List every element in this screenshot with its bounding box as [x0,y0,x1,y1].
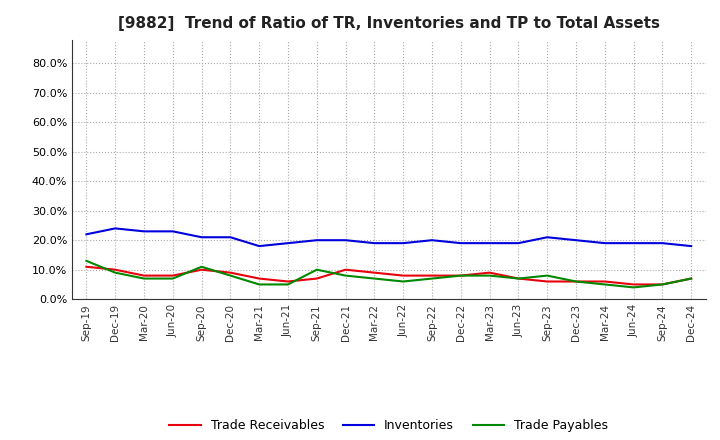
Inventories [687,243,696,249]
Trade Receivables [168,273,177,278]
Inventories [197,235,206,240]
Trade Payables [255,282,264,287]
Trade Payables [572,279,580,284]
Trade Payables [284,282,292,287]
Trade Payables [140,276,148,281]
Trade Receivables [456,273,465,278]
Inventories [284,241,292,246]
Trade Receivables [428,273,436,278]
Trade Receivables [341,267,350,272]
Trade Receivables [629,282,638,287]
Trade Receivables [111,267,120,272]
Trade Receivables [140,273,148,278]
Trade Receivables [255,276,264,281]
Inventories [168,229,177,234]
Trade Payables [485,273,494,278]
Inventories [312,238,321,243]
Trade Payables [399,279,408,284]
Trade Payables [687,276,696,281]
Trade Receivables [82,264,91,269]
Trade Payables [312,267,321,272]
Inventories [226,235,235,240]
Inventories [255,243,264,249]
Trade Payables [111,270,120,275]
Trade Receivables [658,282,667,287]
Inventories [572,238,580,243]
Trade Payables [456,273,465,278]
Trade Payables [629,285,638,290]
Inventories [82,231,91,237]
Inventories [456,241,465,246]
Inventories [140,229,148,234]
Inventories [485,241,494,246]
Trade Receivables [572,279,580,284]
Trade Receivables [312,276,321,281]
Trade Payables [168,276,177,281]
Line: Trade Payables: Trade Payables [86,261,691,287]
Trade Payables [341,273,350,278]
Inventories [111,226,120,231]
Trade Payables [197,264,206,269]
Trade Receivables [399,273,408,278]
Inventories [428,238,436,243]
Title: [9882]  Trend of Ratio of TR, Inventories and TP to Total Assets: [9882] Trend of Ratio of TR, Inventories… [118,16,660,32]
Trade Payables [226,273,235,278]
Legend: Trade Receivables, Inventories, Trade Payables: Trade Receivables, Inventories, Trade Pa… [164,414,613,437]
Inventories [658,241,667,246]
Inventories [600,241,609,246]
Line: Trade Receivables: Trade Receivables [86,267,691,284]
Trade Payables [82,258,91,264]
Trade Payables [514,276,523,281]
Trade Receivables [370,270,379,275]
Inventories [629,241,638,246]
Inventories [514,241,523,246]
Trade Payables [428,276,436,281]
Inventories [543,235,552,240]
Trade Receivables [543,279,552,284]
Inventories [399,241,408,246]
Trade Receivables [687,276,696,281]
Trade Payables [543,273,552,278]
Trade Receivables [485,270,494,275]
Trade Payables [370,276,379,281]
Inventories [370,241,379,246]
Trade Receivables [284,279,292,284]
Trade Payables [658,282,667,287]
Trade Receivables [197,267,206,272]
Trade Payables [600,282,609,287]
Inventories [341,238,350,243]
Line: Inventories: Inventories [86,228,691,246]
Trade Receivables [600,279,609,284]
Trade Receivables [226,270,235,275]
Trade Receivables [514,276,523,281]
